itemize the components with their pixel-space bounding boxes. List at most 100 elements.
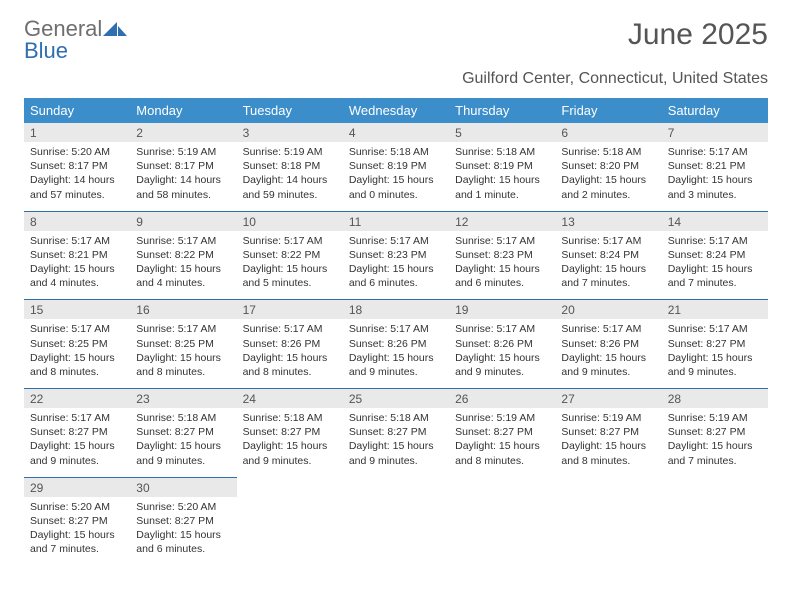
day-sunset: Sunset: 8:23 PM	[349, 248, 443, 262]
day-number	[555, 477, 661, 497]
day-sunrise: Sunrise: 5:19 AM	[455, 411, 549, 425]
day-daylight2: and 9 minutes.	[136, 454, 230, 468]
calendar-content-row: Sunrise: 5:17 AMSunset: 8:27 PMDaylight:…	[24, 408, 768, 477]
day-number	[449, 477, 555, 497]
day-sunrise: Sunrise: 5:17 AM	[30, 234, 124, 248]
day-daylight1: Daylight: 15 hours	[136, 528, 230, 542]
day-sunrise: Sunrise: 5:18 AM	[349, 145, 443, 159]
day-sunset: Sunset: 8:22 PM	[136, 248, 230, 262]
day-content: Sunrise: 5:19 AMSunset: 8:27 PMDaylight:…	[662, 408, 768, 477]
day-sunset: Sunset: 8:27 PM	[349, 425, 443, 439]
day-content: Sunrise: 5:18 AMSunset: 8:27 PMDaylight:…	[343, 408, 449, 477]
day-daylight1: Daylight: 15 hours	[668, 262, 762, 276]
day-content	[449, 497, 555, 566]
day-sunrise: Sunrise: 5:17 AM	[349, 322, 443, 336]
day-daylight1: Daylight: 15 hours	[136, 262, 230, 276]
day-sunset: Sunset: 8:17 PM	[30, 159, 124, 173]
day-daylight1: Daylight: 15 hours	[136, 351, 230, 365]
day-number: 14	[662, 211, 768, 231]
calendar-daynum-row: 22232425262728	[24, 388, 768, 408]
day-number	[343, 477, 449, 497]
day-content: Sunrise: 5:17 AMSunset: 8:26 PMDaylight:…	[237, 319, 343, 388]
day-daylight2: and 9 minutes.	[243, 454, 337, 468]
day-daylight1: Daylight: 15 hours	[455, 351, 549, 365]
day-daylight1: Daylight: 15 hours	[561, 439, 655, 453]
day-content: Sunrise: 5:19 AMSunset: 8:18 PMDaylight:…	[237, 142, 343, 211]
day-daylight2: and 9 minutes.	[349, 365, 443, 379]
day-number: 24	[237, 388, 343, 408]
day-sunset: Sunset: 8:27 PM	[243, 425, 337, 439]
day-daylight1: Daylight: 14 hours	[243, 173, 337, 187]
day-daylight1: Daylight: 14 hours	[30, 173, 124, 187]
day-daylight2: and 6 minutes.	[455, 276, 549, 290]
day-sunset: Sunset: 8:22 PM	[243, 248, 337, 262]
day-daylight2: and 5 minutes.	[243, 276, 337, 290]
day-daylight2: and 4 minutes.	[30, 276, 124, 290]
day-daylight2: and 8 minutes.	[243, 365, 337, 379]
day-daylight2: and 7 minutes.	[30, 542, 124, 556]
day-daylight2: and 8 minutes.	[561, 454, 655, 468]
day-daylight2: and 0 minutes.	[349, 188, 443, 202]
dow-monday: Monday	[130, 98, 236, 123]
day-content	[555, 497, 661, 566]
day-daylight2: and 9 minutes.	[455, 365, 549, 379]
day-sunset: Sunset: 8:26 PM	[243, 337, 337, 351]
day-sunrise: Sunrise: 5:20 AM	[30, 500, 124, 514]
day-daylight1: Daylight: 15 hours	[30, 351, 124, 365]
day-number: 17	[237, 299, 343, 319]
day-number: 7	[662, 123, 768, 142]
day-number: 3	[237, 123, 343, 142]
day-daylight1: Daylight: 15 hours	[455, 262, 549, 276]
logo-text: General Blue	[24, 18, 127, 62]
day-number	[237, 477, 343, 497]
day-sunset: Sunset: 8:24 PM	[668, 248, 762, 262]
day-sunrise: Sunrise: 5:18 AM	[455, 145, 549, 159]
day-sunrise: Sunrise: 5:20 AM	[30, 145, 124, 159]
day-daylight2: and 8 minutes.	[136, 365, 230, 379]
day-sunset: Sunset: 8:26 PM	[455, 337, 549, 351]
day-content: Sunrise: 5:17 AMSunset: 8:26 PMDaylight:…	[555, 319, 661, 388]
day-daylight1: Daylight: 15 hours	[668, 173, 762, 187]
day-daylight2: and 57 minutes.	[30, 188, 124, 202]
day-daylight2: and 7 minutes.	[668, 454, 762, 468]
day-content: Sunrise: 5:18 AMSunset: 8:19 PMDaylight:…	[343, 142, 449, 211]
day-number: 1	[24, 123, 130, 142]
day-number: 18	[343, 299, 449, 319]
day-sunset: Sunset: 8:27 PM	[561, 425, 655, 439]
day-content: Sunrise: 5:17 AMSunset: 8:21 PMDaylight:…	[24, 231, 130, 300]
dow-friday: Friday	[555, 98, 661, 123]
calendar-content-row: Sunrise: 5:20 AMSunset: 8:27 PMDaylight:…	[24, 497, 768, 566]
day-content: Sunrise: 5:17 AMSunset: 8:21 PMDaylight:…	[662, 142, 768, 211]
day-content: Sunrise: 5:19 AMSunset: 8:27 PMDaylight:…	[449, 408, 555, 477]
day-content	[237, 497, 343, 566]
day-sunset: Sunset: 8:25 PM	[136, 337, 230, 351]
day-number: 22	[24, 388, 130, 408]
day-daylight2: and 9 minutes.	[561, 365, 655, 379]
day-daylight1: Daylight: 15 hours	[349, 262, 443, 276]
day-daylight2: and 6 minutes.	[349, 276, 443, 290]
day-number: 8	[24, 211, 130, 231]
day-sunrise: Sunrise: 5:17 AM	[561, 322, 655, 336]
day-daylight1: Daylight: 15 hours	[136, 439, 230, 453]
day-number: 13	[555, 211, 661, 231]
calendar-content-row: Sunrise: 5:20 AMSunset: 8:17 PMDaylight:…	[24, 142, 768, 211]
day-sunrise: Sunrise: 5:17 AM	[455, 234, 549, 248]
day-daylight1: Daylight: 15 hours	[561, 351, 655, 365]
day-content: Sunrise: 5:17 AMSunset: 8:24 PMDaylight:…	[662, 231, 768, 300]
day-content: Sunrise: 5:17 AMSunset: 8:25 PMDaylight:…	[24, 319, 130, 388]
day-content: Sunrise: 5:17 AMSunset: 8:23 PMDaylight:…	[449, 231, 555, 300]
day-sunrise: Sunrise: 5:17 AM	[243, 234, 337, 248]
day-content: Sunrise: 5:18 AMSunset: 8:20 PMDaylight:…	[555, 142, 661, 211]
calendar-daynum-row: 1234567	[24, 123, 768, 142]
day-sunset: Sunset: 8:26 PM	[349, 337, 443, 351]
day-sunrise: Sunrise: 5:20 AM	[136, 500, 230, 514]
day-number: 19	[449, 299, 555, 319]
day-daylight2: and 7 minutes.	[561, 276, 655, 290]
day-daylight2: and 9 minutes.	[30, 454, 124, 468]
day-sunset: Sunset: 8:17 PM	[136, 159, 230, 173]
day-content: Sunrise: 5:17 AMSunset: 8:26 PMDaylight:…	[449, 319, 555, 388]
day-daylight1: Daylight: 15 hours	[561, 173, 655, 187]
calendar-content-row: Sunrise: 5:17 AMSunset: 8:21 PMDaylight:…	[24, 231, 768, 300]
day-daylight1: Daylight: 14 hours	[136, 173, 230, 187]
day-sunrise: Sunrise: 5:17 AM	[455, 322, 549, 336]
